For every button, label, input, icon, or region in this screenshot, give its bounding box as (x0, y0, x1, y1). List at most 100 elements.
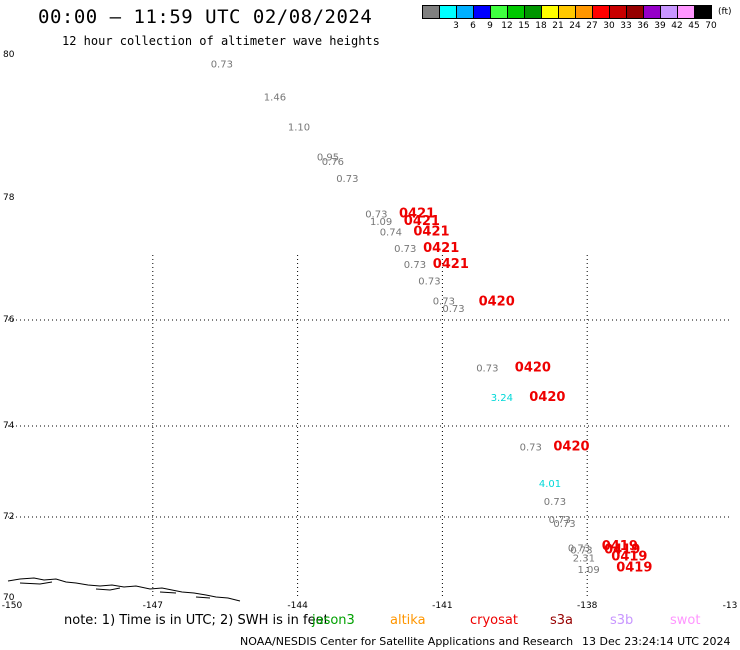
legend-swatch (507, 5, 525, 19)
graticule (8, 255, 732, 598)
pass-time-label: 0419 (602, 539, 638, 554)
satellite-label-jason3: jason3 (312, 613, 355, 628)
legend-swatch (643, 5, 661, 19)
wave-height-label: 0.73 (476, 364, 498, 375)
legend-swatch (422, 5, 440, 19)
wave-height-label: 0.76 (322, 157, 344, 168)
longitude-label: -141 (432, 601, 453, 611)
wave-height-label: 0.73 (365, 209, 387, 220)
pass-time-label: 0421 (413, 225, 449, 240)
wave-height-label: 2.31 (573, 554, 595, 565)
page-subtitle: 12 hour collection of altimeter wave hei… (62, 34, 380, 48)
pass-time-label: 0420 (529, 390, 565, 405)
pass-time-label: 0419 (604, 542, 640, 557)
legend-label: 15 (518, 21, 530, 31)
wave-height-label: 0.73 (211, 60, 233, 71)
page-title: 00:00 – 11:59 UTC 02/08/2024 (38, 6, 373, 28)
wave-height-label: 0.73 (336, 174, 358, 185)
legend-label: 6 (470, 21, 476, 31)
longitude-label: -138 (576, 601, 598, 611)
legend-swatch (575, 5, 593, 19)
pass-time-label: 0419 (611, 550, 647, 565)
color-legend: 3 6 9 12 15 18 21 24 27 30 33 36 39 42 45 70 (ft) (422, 5, 732, 31)
wave-height-label: 1.46 (264, 93, 286, 104)
wave-height-label: 0.73 (404, 260, 426, 271)
latitude-label: 76 (3, 315, 15, 325)
pass-time-label: 0420 (515, 361, 551, 376)
legend-swatch (541, 5, 559, 19)
satellite-label-altika: altika (390, 613, 426, 628)
pass-time-label: 0420 (479, 295, 515, 310)
wave-height-label: 0.73 (520, 443, 542, 454)
longitude-label: -147 (142, 601, 164, 611)
wave-height-label: 4.01 (539, 479, 561, 490)
wave-height-label: 1.09 (578, 565, 600, 576)
legend-swatch (694, 5, 712, 19)
legend-swatch (439, 5, 457, 19)
legend-labels: 3 6 9 12 15 18 21 24 27 30 33 36 39 42 45 70 (422, 19, 717, 31)
pass-time-label: 0421 (399, 206, 435, 221)
coastline-path (7, 577, 241, 602)
longitude-label: -144 (287, 601, 308, 611)
wave-height-label: 0.73 (418, 276, 440, 287)
legend-swatch (626, 5, 644, 19)
legend-label: 39 (654, 21, 666, 31)
longitude-label: -150 (1, 601, 23, 611)
legend-swatch (592, 5, 610, 19)
legend-label: 70 (705, 21, 717, 31)
legend-label: 24 (569, 21, 581, 31)
satellite-label-cryosat: cryosat (470, 613, 518, 628)
pass-time-label: 0421 (404, 214, 440, 229)
legend-swatches (422, 5, 712, 19)
latitude-label: 74 (3, 421, 15, 431)
wave-height-label: 0.73 (549, 515, 571, 526)
legend-swatch (609, 5, 627, 19)
legend-label: 33 (620, 21, 632, 31)
legend-swatch (473, 5, 491, 19)
legend-swatch (524, 5, 542, 19)
footer-timestamp: 13 Dec 23:24:14 UTC 2024 (582, 635, 731, 648)
legend-swatch (490, 5, 508, 19)
latitude-label: 80 (3, 50, 15, 60)
wave-height-label: 0.73 (433, 297, 455, 308)
wave-height-label: 0.73 (442, 304, 464, 315)
legend-label: 27 (586, 21, 598, 31)
wave-height-label: 3.24 (491, 393, 513, 404)
satellite-label-s3b: s3b (610, 613, 634, 628)
legend-label: 45 (688, 21, 700, 31)
wave-height-label: 0.73 (553, 519, 575, 530)
latitude-label: 72 (3, 512, 15, 522)
wave-height-label: 1.10 (288, 123, 310, 134)
pass-time-label: 0421 (433, 257, 469, 272)
legend-label: 12 (501, 21, 513, 31)
satellite-label-s3a: s3a (550, 613, 574, 628)
latitude-label: 78 (3, 193, 15, 203)
legend-label: 9 (487, 21, 493, 31)
note-text: note: 1) Time is in UTC; 2) SWH is in fe… (64, 613, 329, 628)
legend-label: 3 (453, 21, 459, 31)
legend-label: 30 (603, 21, 615, 31)
wave-height-label: 0.73 (544, 497, 566, 508)
legend-swatch (558, 5, 576, 19)
legend-label: 42 (671, 21, 683, 31)
longitude-label: -13 (722, 601, 738, 611)
pass-time-label: 0420 (553, 440, 589, 455)
legend-swatch (677, 5, 695, 19)
legend-unit: (ft) (718, 7, 732, 17)
coastline (7, 577, 241, 602)
wave-height-label: 1.09 (370, 217, 392, 228)
wave-height-label: 0.73 (570, 545, 592, 556)
legend-swatch (660, 5, 678, 19)
wave-height-label: 0.73 (568, 543, 590, 554)
legend-label: 36 (637, 21, 649, 31)
latitude-label: 70 (3, 593, 15, 603)
legend-label: 21 (552, 21, 564, 31)
pass-time-label: 0421 (423, 241, 459, 256)
footer-credit: NOAA/NESDIS Center for Satellite Applica… (240, 635, 574, 648)
wave-height-label: 0.73 (394, 244, 416, 255)
satellite-label-swot: swot (670, 613, 701, 628)
legend-swatch (456, 5, 474, 19)
wave-height-label: 0.95 (317, 153, 339, 164)
